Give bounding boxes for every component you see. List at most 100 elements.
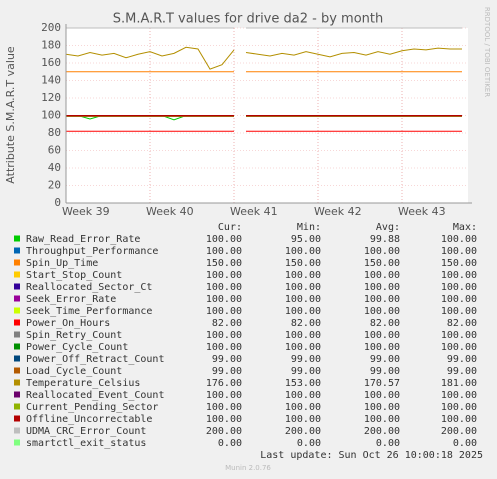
x-tick-label: Week 41 <box>230 205 278 218</box>
legend-value: 100.00 <box>285 330 321 341</box>
legend-value: 200.00 <box>206 426 242 437</box>
legend-value: 100.00 <box>206 282 242 293</box>
legend-label: Seek_Error_Rate <box>26 294 116 305</box>
legend-swatch <box>14 331 20 338</box>
legend-value: 100.00 <box>441 390 477 401</box>
legend-value: 100.00 <box>441 414 477 425</box>
legend-value: 100.00 <box>364 390 400 401</box>
legend-value: 100.00 <box>441 402 477 413</box>
legend-label: smartctl_exit_status <box>26 438 146 449</box>
legend-value: 100.00 <box>364 306 400 317</box>
legend-value: 100.00 <box>285 414 321 425</box>
legend-header: Cur: <box>218 222 242 233</box>
legend-value: 100.00 <box>206 306 242 317</box>
legend-label: Spin_Up_Time <box>26 258 98 269</box>
legend-value: 100.00 <box>285 390 321 401</box>
legend-value: 100.00 <box>441 306 477 317</box>
legend-swatch <box>14 391 20 398</box>
legend-label: Power_Off_Retract_Count <box>26 354 164 365</box>
legend-value: 99.00 <box>447 354 477 365</box>
legend-label: Seek_Time_Performance <box>26 306 152 317</box>
legend-value: 99.00 <box>447 366 477 377</box>
legend-value: 100.00 <box>206 330 242 341</box>
y-tick-label: 40 <box>48 161 61 174</box>
legend-value: 100.00 <box>206 342 242 353</box>
legend-label: UDMA_CRC_Error_Count <box>26 426 146 437</box>
legend-value: 181.00 <box>441 378 477 389</box>
y-tick-label: 200 <box>41 21 61 34</box>
legend-label: Spin_Retry_Count <box>26 330 122 341</box>
legend-value: 200.00 <box>441 426 477 437</box>
legend-value: 100.00 <box>441 330 477 341</box>
legend-value: 100.00 <box>206 246 242 257</box>
legend-label: Power_On_Hours <box>26 318 110 329</box>
legend-value: 176.00 <box>206 378 242 389</box>
x-tick-label: Week 40 <box>146 205 194 218</box>
legend-swatch <box>14 271 20 278</box>
chart-title: S.M.A.R.T values for drive da2 - by mont… <box>113 12 383 27</box>
legend-value: 150.00 <box>364 258 400 269</box>
legend-swatch <box>14 439 20 446</box>
legend-swatch <box>14 403 20 410</box>
legend-swatch <box>14 295 20 302</box>
legend-label: Raw_Read_Error_Rate <box>26 234 140 245</box>
y-tick-label: 180 <box>41 39 61 52</box>
legend-swatch <box>14 415 20 422</box>
legend-value: 150.00 <box>441 258 477 269</box>
series-line <box>65 46 462 70</box>
legend-value: 100.00 <box>441 342 477 353</box>
legend-value: 100.00 <box>285 294 321 305</box>
legend-label: Reallocated_Event_Count <box>26 390 164 401</box>
legend-label: Throughput_Performance <box>26 246 158 257</box>
legend-label: Power_Cycle_Count <box>26 342 128 353</box>
legend-value: 100.00 <box>441 294 477 305</box>
legend-value: 100.00 <box>206 294 242 305</box>
legend-label: Reallocated_Sector_Ct <box>26 282 152 293</box>
legend-label: Start_Stop_Count <box>26 270 122 281</box>
legend-value: 99.00 <box>370 366 400 377</box>
y-axis-label: Attribute S.M.A.R.T value <box>4 46 17 184</box>
y-tick-label: 160 <box>41 56 61 69</box>
y-tick-label: 0 <box>54 196 61 209</box>
legend-value: 100.00 <box>285 282 321 293</box>
legend-value: 99.00 <box>291 354 321 365</box>
legend-swatch <box>14 235 20 242</box>
legend-value: 100.00 <box>364 294 400 305</box>
legend-value: 100.00 <box>364 414 400 425</box>
legend-value: 100.00 <box>441 246 477 257</box>
legend-value: 100.00 <box>364 246 400 257</box>
legend-value: 100.00 <box>364 342 400 353</box>
watermark: RRDTOOL / TOBI OETIKER <box>483 7 491 97</box>
y-tick-label: 20 <box>48 179 61 192</box>
legend-swatch <box>14 427 20 434</box>
legend-value: 100.00 <box>364 282 400 293</box>
legend-swatch <box>14 283 20 290</box>
legend-value: 100.00 <box>285 306 321 317</box>
legend-value: 100.00 <box>285 246 321 257</box>
legend-value: 95.00 <box>291 234 321 245</box>
legend-value: 0.00 <box>218 438 242 449</box>
legend-swatch <box>14 343 20 350</box>
legend-value: 99.00 <box>370 354 400 365</box>
legend-value: 100.00 <box>206 390 242 401</box>
legend-value: 99.88 <box>370 234 400 245</box>
legend-value: 200.00 <box>285 426 321 437</box>
legend-header: Min: <box>297 222 321 233</box>
legend-swatch <box>14 247 20 254</box>
legend-value: 82.00 <box>447 318 477 329</box>
legend-value: 100.00 <box>364 330 400 341</box>
legend-value: 100.00 <box>441 282 477 293</box>
legend-value: 0.00 <box>376 438 400 449</box>
y-tick-label: 120 <box>41 91 61 104</box>
legend-value: 100.00 <box>364 402 400 413</box>
legend-value: 100.00 <box>441 270 477 281</box>
y-tick-label: 60 <box>48 144 61 157</box>
legend-swatch <box>14 379 20 386</box>
legend-value: 100.00 <box>285 270 321 281</box>
legend-swatch <box>14 367 20 374</box>
legend-swatch <box>14 307 20 314</box>
legend-value: 153.00 <box>285 378 321 389</box>
legend-value: 99.00 <box>291 366 321 377</box>
legend-value: 82.00 <box>291 318 321 329</box>
